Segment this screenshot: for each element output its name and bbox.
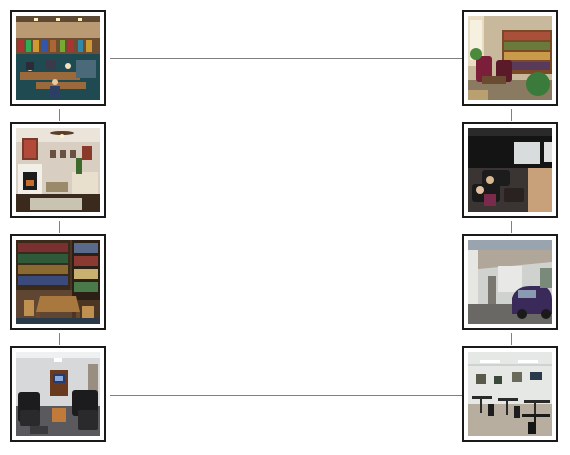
photo-frame-reading-nook: [462, 10, 558, 106]
study-room-photo: [16, 240, 100, 324]
reading-nook-photo: [468, 16, 552, 100]
right-connector-3: [511, 333, 512, 345]
theater-room-photo: [468, 128, 552, 212]
photo-frame-theater: [462, 122, 558, 218]
bottom-connector-line: [110, 395, 462, 396]
cafe-room-photo: [468, 352, 552, 436]
lounge-room-photo: [16, 352, 100, 436]
right-connector-1: [511, 109, 512, 121]
left-connector-1: [59, 109, 60, 121]
photo-frame-cafe: [462, 346, 558, 442]
living-room-photo: [16, 128, 100, 212]
right-connector-2: [511, 221, 512, 233]
photo-frame-study: [10, 234, 106, 330]
photo-frame-lounge: [10, 346, 106, 442]
garage-photo: [468, 240, 552, 324]
left-connector-3: [59, 333, 60, 345]
library-room-photo: [16, 16, 100, 100]
photo-frame-garage: [462, 234, 558, 330]
photo-frame-library: [10, 10, 106, 106]
left-connector-2: [59, 221, 60, 233]
photo-frame-living-room: [10, 122, 106, 218]
top-connector-line: [110, 58, 462, 59]
